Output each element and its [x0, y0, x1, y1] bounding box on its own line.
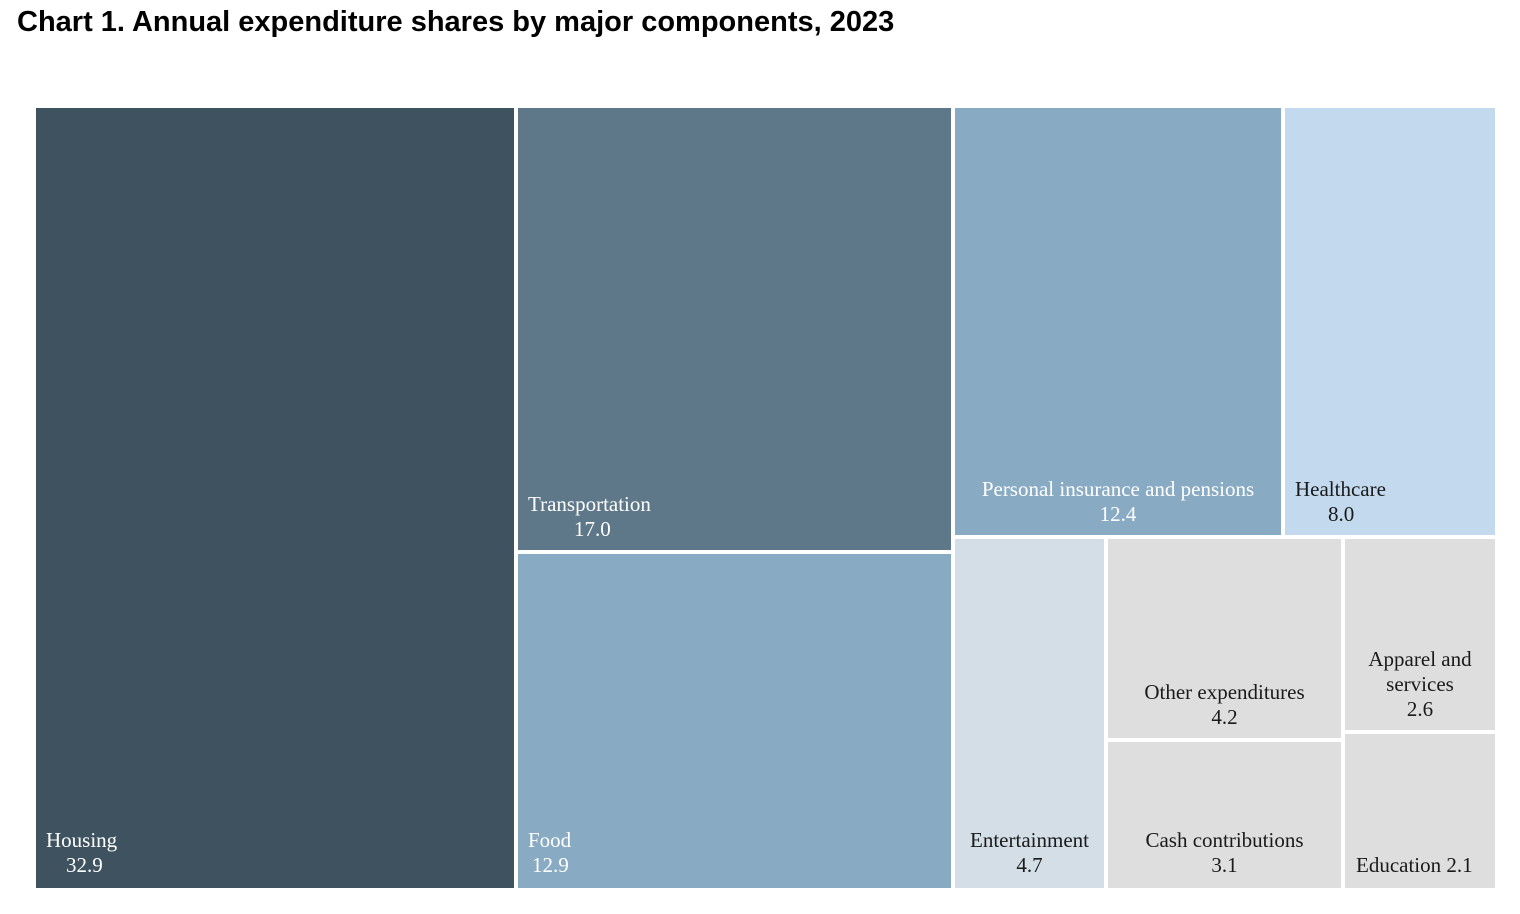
- tile-category-label: Transportation: [528, 492, 651, 516]
- tile-label: Healthcare 8.0: [1295, 477, 1386, 527]
- tile-value-label: 2.6: [1406, 697, 1434, 721]
- treemap-tile-personal-insurance-and-pensions: Personal insurance and pensions 12.4: [955, 108, 1281, 535]
- tile-category-label: Entertainment: [970, 828, 1089, 852]
- tile-value-label: 4.2: [1211, 705, 1238, 729]
- treemap-tile-other-expenditures: Other expenditures 4.2: [1108, 539, 1341, 738]
- tile-value-label: 12.9: [532, 853, 569, 877]
- tile-value-label: 12.4: [1099, 502, 1137, 526]
- tile-category-label: Personal insurance and pensions: [981, 477, 1255, 501]
- treemap-tile-food: Food 12.9: [518, 554, 951, 888]
- treemap-tile-transportation: Transportation 17.0: [518, 108, 951, 550]
- treemap-tile-apparel-and-services: Apparel and services 2.6: [1345, 539, 1495, 730]
- tile-value-label: 4.7: [1016, 853, 1043, 877]
- treemap-tile-education: Education 2.1: [1345, 734, 1495, 888]
- tile-category-label: Apparel and services: [1368, 647, 1472, 696]
- tile-value-label: 17.0: [574, 517, 611, 541]
- tile-label: Apparel and services 2.6: [1345, 647, 1495, 722]
- tile-label: Housing 32.9: [46, 828, 117, 878]
- tile-category-label: Food: [528, 828, 572, 852]
- treemap-tile-cash-contributions: Cash contributions 3.1: [1108, 742, 1341, 888]
- tile-category-label: Housing: [46, 828, 118, 852]
- tile-label: Personal insurance and pensions 12.4: [955, 477, 1281, 527]
- tile-value-label: 3.1: [1211, 853, 1238, 877]
- tile-category-label: Healthcare: [1295, 477, 1386, 501]
- tile-label: Other expenditures 4.2: [1108, 680, 1341, 730]
- tile-category-label: Cash contributions: [1145, 828, 1304, 852]
- tile-value-label: 8.0: [1328, 502, 1355, 526]
- tile-label: Transportation 17.0: [528, 492, 651, 542]
- treemap-tile-housing: Housing 32.9: [36, 108, 514, 888]
- tile-label: Food 12.9: [528, 828, 571, 878]
- tile-label: Education 2.1: [1356, 853, 1473, 878]
- tile-category-label: Other expenditures: [1144, 680, 1305, 704]
- tile-value-label: 32.9: [66, 853, 103, 877]
- tile-category-label: Education: [1356, 853, 1442, 877]
- tile-label: Cash contributions 3.1: [1108, 828, 1341, 878]
- treemap-tile-entertainment: Entertainment 4.7: [955, 539, 1104, 888]
- treemap-tile-healthcare: Healthcare 8.0: [1285, 108, 1495, 535]
- chart-title: Chart 1. Annual expenditure shares by ma…: [17, 6, 895, 38]
- tile-value-label: 2.1: [1446, 853, 1473, 877]
- tile-label: Entertainment 4.7: [955, 828, 1104, 878]
